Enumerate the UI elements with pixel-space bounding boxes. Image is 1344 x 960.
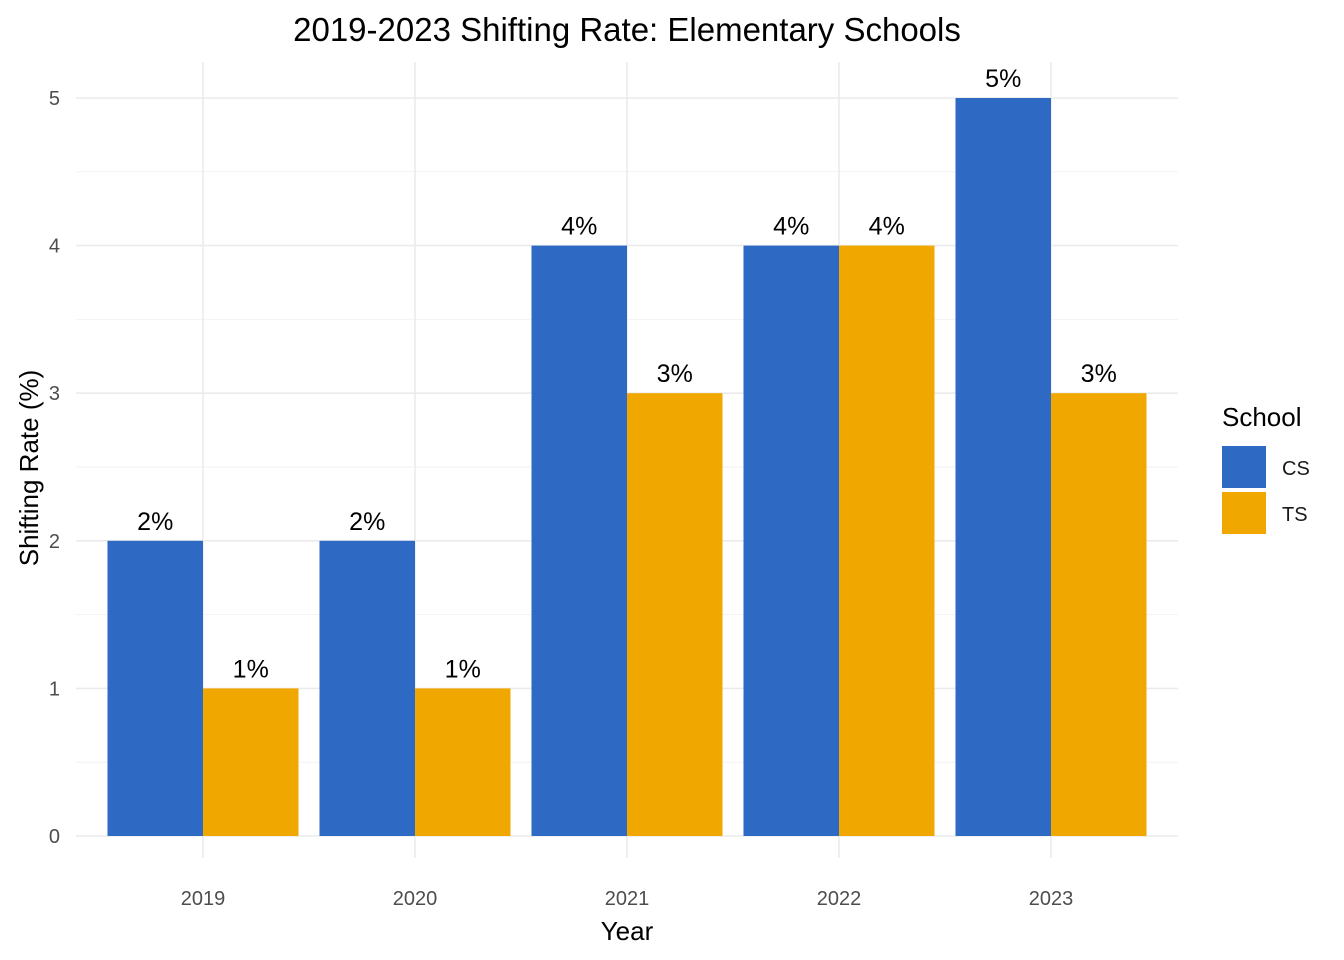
bar-cs <box>743 245 839 837</box>
legend-items: CS TS <box>1222 446 1310 534</box>
x-axis-title: Year <box>601 916 654 946</box>
y-tick-label: 0 <box>49 826 60 848</box>
data-label: 5% <box>985 65 1021 93</box>
data-labels: 2% 2% 4% 4% 5% 1% 1% 3% 4% 3% <box>137 65 1117 683</box>
x-tick-label: 2019 <box>181 888 226 910</box>
bar-ts <box>415 688 511 836</box>
x-tick-label: 2023 <box>1029 888 1074 910</box>
data-label: 2% <box>349 508 385 536</box>
data-label: 4% <box>869 213 905 241</box>
bar-cs <box>319 540 415 836</box>
data-label: 3% <box>657 360 693 388</box>
data-label: 3% <box>1081 360 1117 388</box>
y-tick-label: 1 <box>49 678 60 700</box>
x-tick-label: 2020 <box>393 888 438 910</box>
data-label: 1% <box>233 655 269 683</box>
bar-cs <box>955 98 1051 836</box>
legend-swatch-cs <box>1222 446 1266 488</box>
x-axis-ticks: 2019 2020 2021 2022 2023 <box>181 888 1074 910</box>
bar-ts <box>203 688 299 836</box>
y-axis-ticks: 0 1 2 3 4 5 <box>49 88 60 848</box>
data-label: 1% <box>445 655 481 683</box>
chart-title: 2019-2023 Shifting Rate: Elementary Scho… <box>293 11 961 48</box>
bar-ts <box>1051 393 1147 836</box>
x-tick-label: 2021 <box>605 888 650 910</box>
legend-title: School <box>1222 402 1302 432</box>
data-label: 2% <box>137 508 173 536</box>
data-label: 4% <box>561 213 597 241</box>
legend-label-cs: CS <box>1282 458 1310 480</box>
y-axis-title: Shifting Rate (%) <box>14 370 44 567</box>
x-tick-label: 2022 <box>817 888 862 910</box>
y-tick-label: 3 <box>49 383 60 405</box>
legend-label-ts: TS <box>1282 504 1308 526</box>
bar-cs <box>107 540 203 836</box>
y-tick-label: 5 <box>49 88 60 110</box>
bar-cs <box>531 245 627 837</box>
legend-swatch-ts <box>1222 492 1266 534</box>
bar-ts <box>839 245 935 837</box>
legend: School CS TS <box>1222 402 1310 534</box>
data-label: 4% <box>773 213 809 241</box>
bar-ts <box>627 393 723 836</box>
y-tick-label: 4 <box>49 236 60 258</box>
y-tick-label: 2 <box>49 531 60 553</box>
bars <box>107 98 1147 837</box>
